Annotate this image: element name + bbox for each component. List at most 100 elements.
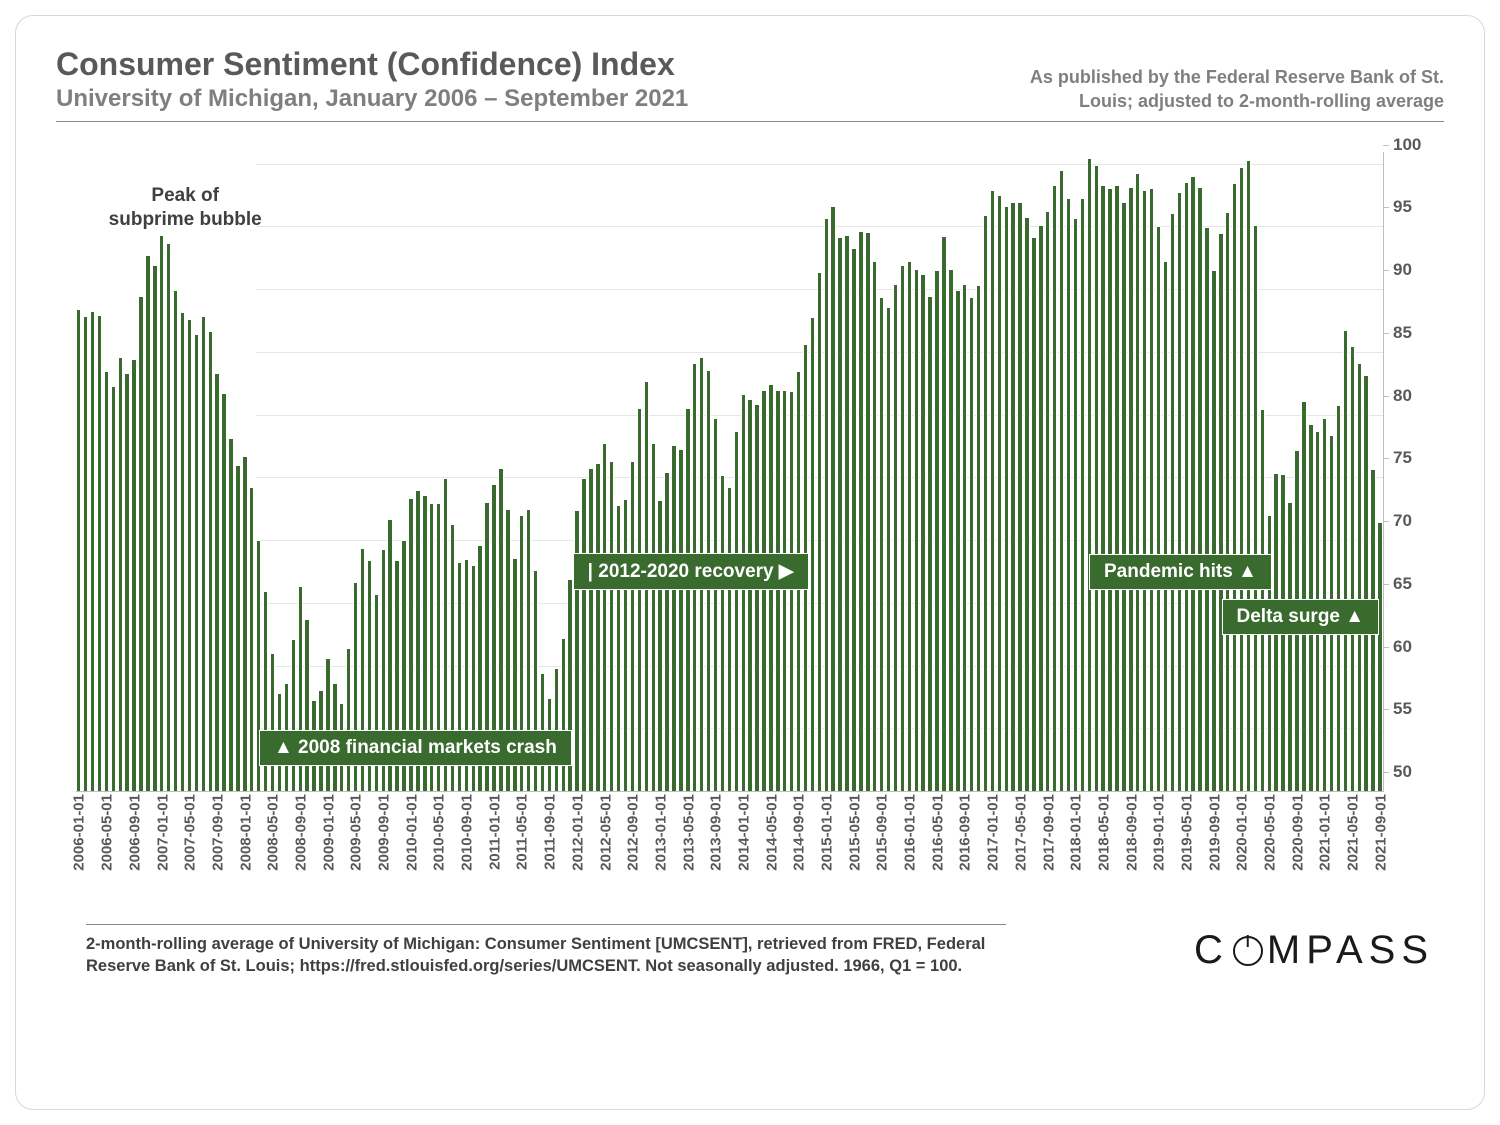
x-label-slot xyxy=(747,794,754,912)
x-label-slot xyxy=(284,794,291,912)
bar xyxy=(830,206,835,791)
bar xyxy=(1045,211,1050,791)
bar xyxy=(934,270,939,791)
bar xyxy=(1239,167,1244,791)
x-label-slot: 2008-05-01 xyxy=(270,794,277,912)
x-label-slot: 2020-05-01 xyxy=(1267,794,1274,912)
x-label-slot xyxy=(360,794,367,912)
bar xyxy=(1038,225,1043,791)
x-label-slot xyxy=(782,794,789,912)
bar xyxy=(1301,401,1306,791)
y-tick-label: 85 xyxy=(1393,323,1433,343)
bar xyxy=(180,312,185,791)
x-label-slot: 2009-09-01 xyxy=(381,794,388,912)
x-label-slot: 2018-05-01 xyxy=(1100,794,1107,912)
bar xyxy=(1004,206,1009,791)
x-label-slot: 2021-09-01 xyxy=(1377,794,1384,912)
bar xyxy=(1059,170,1064,791)
x-label-slot xyxy=(138,794,145,912)
x-label-slot xyxy=(893,794,900,912)
x-label-slot xyxy=(1135,794,1142,912)
bar xyxy=(713,418,718,791)
bar xyxy=(1232,183,1237,791)
x-label-slot xyxy=(471,794,478,912)
x-label-slot: 2009-05-01 xyxy=(353,794,360,912)
bar xyxy=(1100,185,1105,791)
x-label-slot xyxy=(311,794,318,912)
bar xyxy=(1357,363,1362,792)
bar xyxy=(775,390,780,791)
x-label-slot: 2011-01-01 xyxy=(491,794,498,912)
y-tick-label: 75 xyxy=(1393,448,1433,468)
bar xyxy=(990,190,995,791)
x-label-slot xyxy=(1163,794,1170,912)
x-label-slot: 2007-01-01 xyxy=(159,794,166,912)
bar xyxy=(595,463,600,791)
x-label-slot xyxy=(277,794,284,912)
bar xyxy=(651,443,656,791)
published-note: As published by the Federal Reserve Bank… xyxy=(1024,66,1444,113)
plot-area: 50556065707580859095100 Peak ofsubprime … xyxy=(76,152,1384,792)
x-label-slot xyxy=(588,794,595,912)
bar xyxy=(118,357,123,791)
x-label-slot xyxy=(1308,794,1315,912)
bar xyxy=(221,393,226,791)
bar xyxy=(325,658,330,791)
bar xyxy=(782,390,787,791)
x-label-slot xyxy=(1329,794,1336,912)
bar xyxy=(1197,187,1202,791)
bar xyxy=(131,359,136,791)
x-label-slot xyxy=(941,794,948,912)
x-label-slot: 2019-01-01 xyxy=(1156,794,1163,912)
annotation-delta: Delta surge ▲ xyxy=(1222,599,1380,635)
x-label-slot xyxy=(304,794,311,912)
bar xyxy=(858,231,863,791)
bar xyxy=(90,311,95,791)
bar xyxy=(97,315,102,791)
x-label-slot: 2015-01-01 xyxy=(824,794,831,912)
x-label-slot xyxy=(477,794,484,912)
bar xyxy=(727,487,732,791)
bar xyxy=(1052,185,1057,791)
x-label-slot: 2006-09-01 xyxy=(131,794,138,912)
bar xyxy=(1128,187,1133,791)
x-label-slot xyxy=(118,794,125,912)
x-label-slot xyxy=(1107,794,1114,912)
x-label-slot xyxy=(692,794,699,912)
bar xyxy=(657,500,662,791)
x-label-slot: 2015-05-01 xyxy=(851,794,858,912)
x-label-slot xyxy=(339,794,346,912)
bar xyxy=(1073,218,1078,791)
bar xyxy=(741,394,746,791)
x-label-slot: 2018-01-01 xyxy=(1073,794,1080,912)
x-label-slot: 2013-01-01 xyxy=(657,794,664,912)
x-label-slot xyxy=(1052,794,1059,912)
x-label-slot xyxy=(145,794,152,912)
x-label-slot xyxy=(581,794,588,912)
bar xyxy=(1094,165,1099,791)
x-label-slot xyxy=(1357,794,1364,912)
x-label-slot xyxy=(948,794,955,912)
compass-icon xyxy=(1233,936,1263,966)
x-tick-label: 2021-09-01 xyxy=(1372,794,1389,871)
bar xyxy=(789,391,794,791)
x-label-slot xyxy=(228,794,235,912)
bar xyxy=(609,461,614,791)
x-label-slot xyxy=(1059,794,1066,912)
annotation-pandemic: Pandemic hits ▲ xyxy=(1089,554,1272,590)
bar xyxy=(893,284,898,791)
x-label-slot xyxy=(727,794,734,912)
x-label-slot xyxy=(1197,794,1204,912)
bar xyxy=(810,317,815,791)
x-label-slot xyxy=(415,794,422,912)
bar xyxy=(1190,176,1195,791)
bar xyxy=(824,218,829,791)
x-label-slot: 2010-09-01 xyxy=(464,794,471,912)
bar xyxy=(685,408,690,791)
x-label-slot: 2016-05-01 xyxy=(934,794,941,912)
x-label-slot xyxy=(498,794,505,912)
x-label-slot xyxy=(1031,794,1038,912)
bar xyxy=(1218,233,1223,791)
bars-container xyxy=(76,152,1383,792)
bar xyxy=(747,399,752,791)
